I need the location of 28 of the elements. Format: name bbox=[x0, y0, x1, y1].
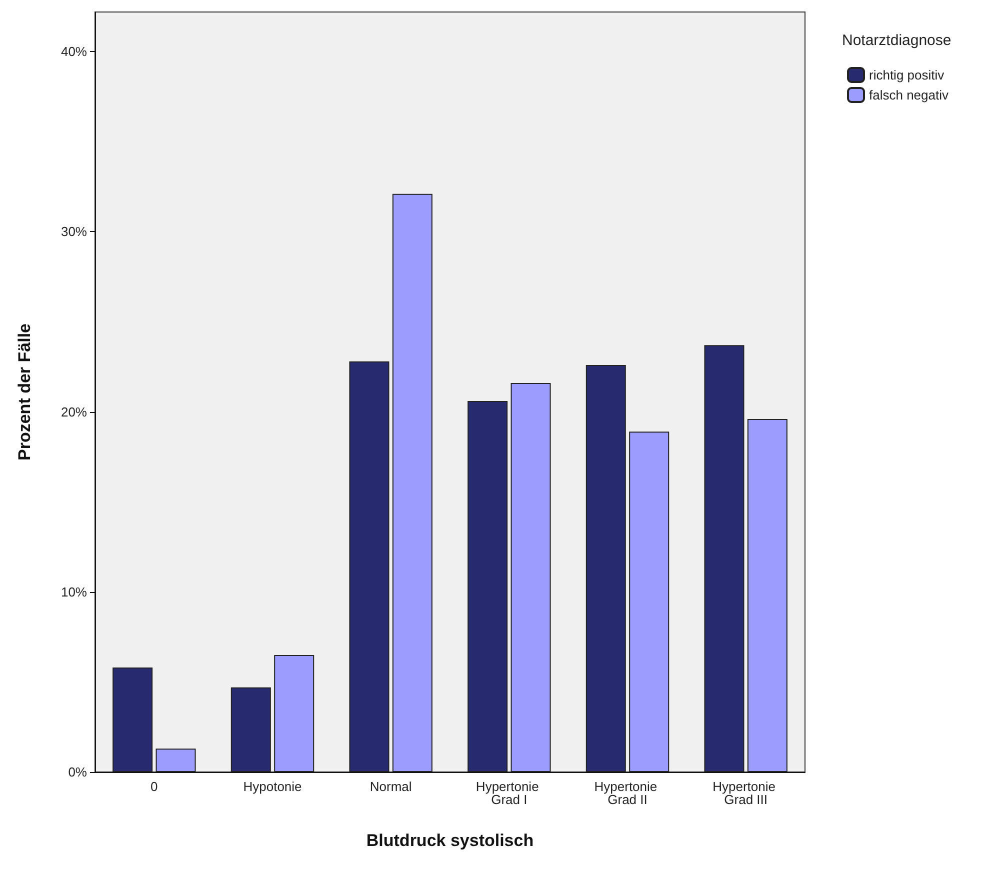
bar bbox=[704, 345, 744, 772]
y-tick-label: 40% bbox=[60, 44, 88, 60]
y-tick-label: 20% bbox=[60, 404, 88, 420]
y-axis-title: Prozent der Fälle bbox=[15, 324, 34, 460]
bar bbox=[349, 361, 390, 772]
bar bbox=[230, 687, 271, 772]
x-tick-label: Hypotonie bbox=[243, 779, 302, 794]
bar bbox=[274, 654, 314, 772]
bar bbox=[156, 748, 196, 772]
x-tick-label: 0 bbox=[150, 779, 158, 794]
bar bbox=[586, 364, 626, 772]
bar bbox=[510, 382, 551, 772]
legend-title: Notarztdiagnose bbox=[842, 32, 952, 49]
y-tick-label: 0% bbox=[68, 764, 88, 780]
bar bbox=[392, 194, 432, 772]
y-tick-label: 30% bbox=[60, 224, 88, 240]
y-tick-label: 10% bbox=[60, 584, 88, 600]
bar bbox=[629, 432, 670, 772]
legend-label: falsch negativ bbox=[869, 88, 949, 102]
x-axis-title: Blutdruck systolisch bbox=[366, 831, 534, 850]
x-tick-label: Hypertonie Grad II bbox=[594, 779, 661, 807]
x-tick-label: Normal bbox=[370, 779, 412, 794]
x-tick-label: Hypertonie Grad III bbox=[712, 779, 780, 807]
legend-label: richtig positiv bbox=[869, 68, 945, 82]
bar bbox=[112, 668, 153, 772]
bar bbox=[747, 419, 788, 772]
bar bbox=[468, 401, 508, 772]
x-tick-label: Hypertonie Grad I bbox=[476, 779, 542, 807]
